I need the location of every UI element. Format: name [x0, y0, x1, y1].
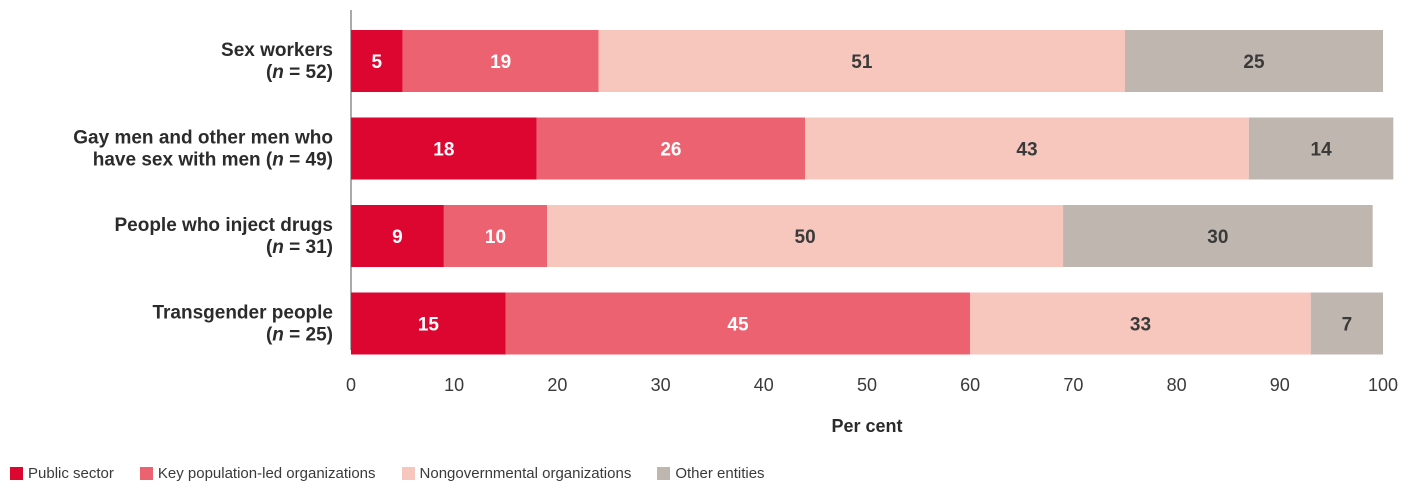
bar-segment [970, 292, 1311, 355]
data-label: 51 [851, 52, 873, 73]
data-label: 10 [485, 227, 506, 248]
legend-item: Public sector [10, 465, 114, 482]
x-tick-label: 90 [1270, 375, 1290, 395]
category-labels: Sex workers(n = 52) Gay men and other men… [73, 40, 333, 346]
legend-swatch [401, 467, 415, 480]
data-label: 7 [1342, 315, 1353, 336]
bar-segment [805, 117, 1249, 180]
legend-item: Key population-led organizations [139, 465, 376, 482]
bar-segment [351, 292, 506, 355]
x-tick-label: 20 [547, 375, 567, 395]
data-label: 33 [1130, 315, 1151, 336]
data-label: 45 [727, 315, 749, 336]
x-tick-label: 40 [754, 375, 774, 395]
category-label: (n = 52) [266, 62, 333, 83]
legend-label: Other entities [675, 465, 765, 482]
bar-segment [443, 205, 548, 267]
bar-segment [351, 30, 403, 92]
legend-label: Nongovernmental organizations [419, 465, 632, 482]
legend-label: Key population-led organizations [157, 465, 376, 482]
legend-swatch [139, 467, 153, 480]
category-label: Sex workers [221, 40, 333, 61]
data-labels: 5 19 51 25 18 26 43 14 9 10 50 30 15 45 33 7 [372, 52, 1353, 336]
data-label: 14 [1311, 140, 1333, 161]
category-label: People who inject drugs [114, 215, 333, 236]
legend-label: Public sector [28, 465, 114, 482]
x-tick-label: 50 [857, 375, 877, 395]
data-label: 30 [1207, 227, 1228, 248]
x-axis-title: Per cent [831, 416, 902, 436]
category-label: (n = 25) [266, 325, 333, 346]
data-label: 43 [1016, 140, 1037, 161]
x-tick-label: 0 [346, 375, 356, 395]
x-tick-label: 10 [444, 375, 464, 395]
stacked-bar-chart: Sex workers(n = 52) Gay men and other men… [73, 10, 1398, 436]
bar-segments [351, 30, 1394, 355]
bar-segment [1310, 292, 1383, 355]
bar-segment [547, 205, 1064, 267]
legend: Public sector Key population-led organiza… [10, 465, 791, 482]
x-tick-label: 80 [1167, 375, 1187, 395]
data-label: 18 [433, 140, 454, 161]
category-label: Transgender people [152, 303, 333, 324]
data-label: 9 [392, 227, 403, 248]
data-label: 19 [490, 52, 511, 73]
data-label: 5 [372, 52, 383, 73]
data-label: 26 [660, 140, 681, 161]
legend-item: Nongovernmental organizations [401, 465, 632, 482]
data-label: 25 [1243, 52, 1265, 73]
x-tick-label: 30 [651, 375, 671, 395]
bar-segment [598, 30, 1125, 92]
bar-segment [402, 30, 599, 92]
legend-item: Other entities [657, 465, 765, 482]
x-tick-label: 100 [1368, 375, 1398, 395]
x-tick-label: 70 [1063, 375, 1083, 395]
x-tick-label: 60 [960, 375, 980, 395]
legend-swatch [10, 467, 23, 480]
category-label: (n = 31) [266, 237, 333, 258]
bar-segment [1248, 117, 1394, 180]
bar-segment [1125, 30, 1383, 92]
bar-segment [505, 292, 971, 355]
category-label: have sex with men (n = 49) [93, 150, 333, 171]
x-axis-tick-labels: 0 10 20 30 40 50 60 70 80 90 100 [346, 375, 1398, 395]
category-label: Gay men and other men who [73, 128, 333, 149]
legend-swatch [657, 467, 671, 480]
bar-segment [351, 205, 444, 267]
data-label: 15 [418, 315, 440, 336]
data-label: 50 [795, 227, 816, 248]
bar-segment [351, 117, 537, 180]
bar-segment [536, 117, 806, 180]
bar-segment [1063, 205, 1373, 267]
